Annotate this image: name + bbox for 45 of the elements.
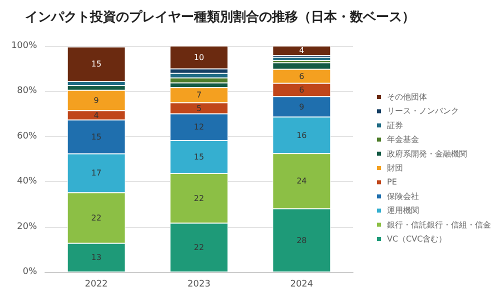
legend-label: 運用機関: [387, 206, 419, 216]
legend-label: 保険会社: [387, 192, 419, 201]
y-tick-label: 0%: [22, 267, 38, 277]
legend-label: 政府系開発・金融機関: [387, 149, 467, 158]
legend-label: 証券: [387, 120, 403, 130]
data-label: 7: [196, 90, 202, 100]
y-tick-label: 80%: [16, 86, 38, 96]
y-tick-label: 60%: [16, 131, 38, 142]
data-label: 9: [299, 102, 304, 112]
data-label: 6: [299, 85, 304, 94]
data-label: 12: [194, 122, 204, 132]
x-tick-label: 2024: [290, 280, 314, 290]
y-tick-label: 20%: [16, 222, 38, 232]
data-label: 28: [296, 236, 307, 245]
data-label: 24: [296, 176, 307, 186]
data-label: 22: [91, 213, 102, 222]
data-label: 17: [91, 168, 102, 178]
legend-label: 財団: [387, 164, 403, 172]
data-label: 4: [299, 46, 304, 56]
y-tick-label: 40%: [16, 176, 38, 187]
data-label: 15: [91, 60, 102, 69]
data-label: 6: [299, 72, 304, 81]
data-label: 16: [296, 130, 307, 140]
bar: [272, 46, 331, 56]
data-label: 13: [91, 253, 102, 262]
x-tick-label: 2023: [188, 280, 210, 290]
legend-label: PE: [387, 178, 397, 187]
data-label: 22: [194, 194, 204, 203]
bar: [67, 46, 126, 82]
legend-label: VC（CVC含む）: [387, 234, 447, 244]
data-label: 15: [194, 152, 204, 162]
data-label: 9: [94, 96, 99, 105]
data-label: 15: [91, 132, 102, 142]
data-label: 22: [194, 243, 204, 252]
chart-title: インパクト投資のプレイヤー種類別割合の推移（日本・数ベース）: [25, 9, 415, 25]
legend-label: 年金基金: [387, 135, 419, 144]
legend-label: リース・ノンバンク: [387, 106, 459, 116]
x-tick-label: 2022: [84, 280, 108, 290]
legend-label: 銀行・信託銀行・信組・信金: [387, 220, 491, 230]
data-label: 10: [194, 52, 204, 62]
data-label: 4: [94, 110, 99, 120]
data-label: 5: [196, 104, 202, 113]
y-tick-label: 100%: [11, 41, 38, 51]
legend-label: その他団体: [387, 92, 427, 102]
bar: [272, 57, 331, 60]
